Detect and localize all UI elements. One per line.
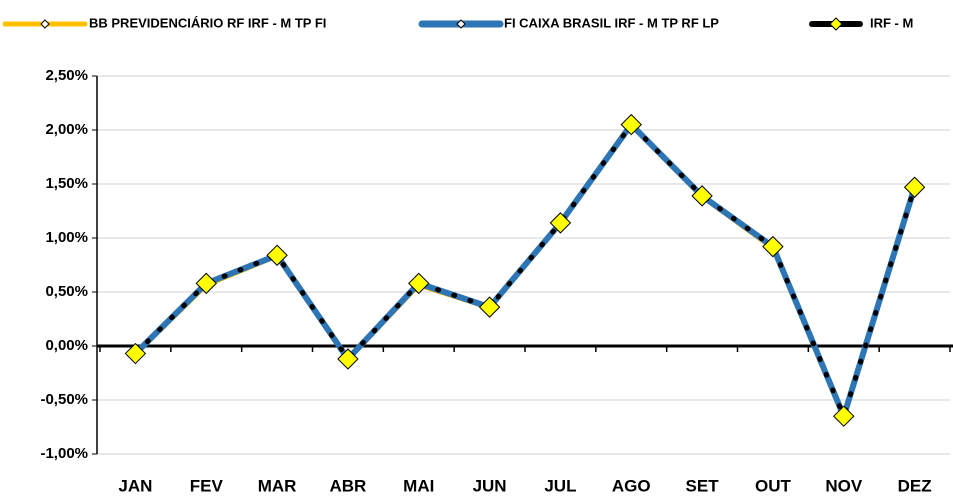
legend-label: IRF - M: [870, 15, 913, 30]
y-tick-label: 0,50%: [45, 283, 88, 300]
point-marker: [124, 342, 147, 365]
y-tick-label: 2,50%: [45, 67, 88, 84]
point-marker: [337, 348, 359, 370]
series-line: [134, 123, 917, 421]
x-tick-label: JUL: [544, 476, 576, 495]
y-tick-label: -0,50%: [40, 391, 88, 408]
y-tick-label: 1,50%: [45, 175, 88, 192]
y-tick-label: -1,00%: [40, 445, 88, 462]
x-tick-label: FEV: [190, 476, 224, 495]
x-tick-label: JAN: [118, 476, 152, 495]
legend-marker: [456, 19, 466, 29]
point-marker: [408, 272, 430, 295]
point-marker: [266, 244, 288, 266]
legend-marker: [40, 19, 50, 29]
point-marker: [762, 235, 784, 258]
x-tick-label: OUT: [755, 476, 792, 495]
series-line: [132, 122, 918, 419]
x-tick-label: NOV: [825, 476, 863, 495]
x-tick-label: MAI: [403, 476, 434, 495]
point-marker: [903, 176, 926, 198]
point-marker: [833, 405, 855, 427]
x-tick-label: DEZ: [898, 476, 932, 495]
y-tick-label: 1,00%: [45, 229, 88, 246]
legend-label: FI CAIXA BRASIL IRF - M TP RF LP: [504, 15, 719, 30]
point-marker: [691, 185, 713, 207]
point-marker: [549, 212, 572, 234]
x-tick-label: SET: [686, 476, 720, 495]
series-line: [133, 121, 918, 420]
legend-marker: [829, 17, 843, 31]
point-marker: [478, 296, 501, 318]
x-tick-label: AGO: [612, 476, 651, 495]
x-tick-label: MAR: [258, 476, 297, 495]
y-tick-label: 2,00%: [45, 121, 88, 138]
point-marker: [620, 113, 642, 136]
y-tick-label: 0,00%: [45, 337, 88, 354]
x-tick-label: JUN: [473, 476, 507, 495]
legend-label: BB PREVIDENCIÁRIO RF IRF - M TP FI: [89, 15, 326, 30]
point-marker: [195, 272, 217, 295]
x-tick-label: ABR: [329, 476, 366, 495]
